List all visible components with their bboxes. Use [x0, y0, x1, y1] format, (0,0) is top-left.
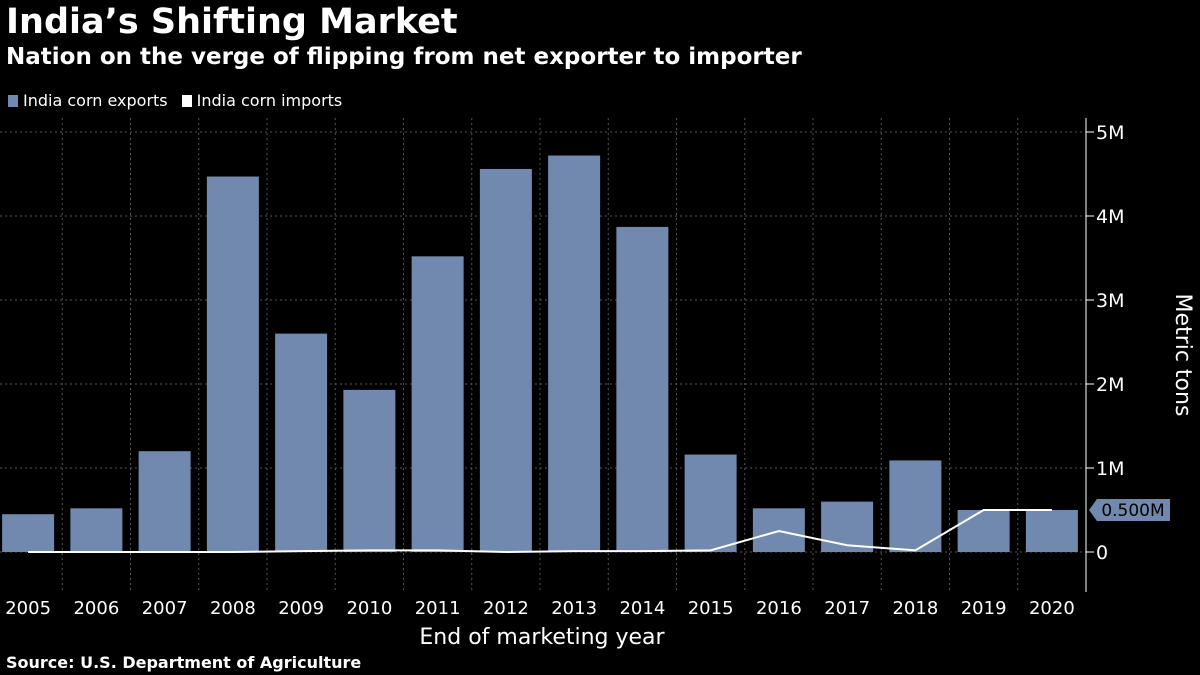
- bar-exports: [821, 501, 874, 552]
- y-tick-label: 1M: [1096, 458, 1124, 480]
- x-tick-label: 2010: [346, 598, 392, 619]
- y-axis-title: Metric tons: [1170, 294, 1195, 417]
- y-tick-label: 0: [1096, 542, 1108, 564]
- x-tick-label: 2017: [824, 598, 870, 619]
- x-tick-label: 2006: [73, 598, 119, 619]
- chart-legend: India corn exports India corn imports: [8, 91, 342, 110]
- x-tick-label: 2015: [688, 598, 734, 619]
- legend-item-imports: India corn imports: [181, 91, 343, 110]
- legend-label-exports: India corn exports: [23, 91, 168, 110]
- bar-exports: [2, 514, 55, 552]
- bar-exports: [70, 508, 123, 552]
- x-tick-label: 2005: [5, 598, 51, 619]
- bar-exports: [343, 389, 396, 552]
- chart-title: India’s Shifting Market: [6, 2, 458, 42]
- bar-exports: [138, 451, 191, 552]
- legend-label-imports: India corn imports: [196, 91, 343, 110]
- x-tick-label: 2009: [278, 598, 324, 619]
- x-tick-label: 2019: [961, 598, 1007, 619]
- bar-exports: [548, 155, 601, 552]
- bar-exports: [616, 226, 669, 553]
- bar-exports: [684, 454, 737, 552]
- bar-exports: [275, 333, 328, 552]
- y-tick-label: 2M: [1096, 374, 1124, 396]
- bar-exports: [411, 256, 464, 552]
- x-tick-label: 2011: [415, 598, 461, 619]
- x-axis-title: End of marketing year: [419, 625, 665, 650]
- bar-exports: [1025, 510, 1078, 552]
- line-imports: [28, 509, 1052, 554]
- value-annotation-tag: [1089, 499, 1170, 521]
- x-tick-label: 2016: [756, 598, 802, 619]
- x-tick-label: 2012: [483, 598, 529, 619]
- legend-item-exports: India corn exports: [8, 91, 168, 110]
- bar-exports: [206, 176, 259, 552]
- x-tick-label: 2020: [1029, 598, 1075, 619]
- bar-exports: [889, 460, 942, 552]
- x-tick-label: 2018: [892, 598, 938, 619]
- chart-subtitle: Nation on the verge of flipping from net…: [6, 44, 802, 70]
- source-note: Source: U.S. Department of Agriculture: [6, 653, 362, 672]
- x-tick-label: 2014: [619, 598, 665, 619]
- bar-exports: [957, 510, 1010, 552]
- x-tick-label: 2013: [551, 598, 597, 619]
- value-annotation-label: 0.500M: [1101, 501, 1164, 521]
- legend-swatch-exports: [8, 94, 18, 107]
- y-tick-label: 5M: [1096, 122, 1124, 144]
- x-tick-label: 2007: [142, 598, 188, 619]
- y-tick-label: 3M: [1096, 290, 1124, 312]
- bar-exports: [479, 168, 532, 552]
- x-tick-label: 2008: [210, 598, 256, 619]
- legend-swatch-imports: [181, 94, 192, 107]
- y-tick-label: 4M: [1096, 206, 1124, 228]
